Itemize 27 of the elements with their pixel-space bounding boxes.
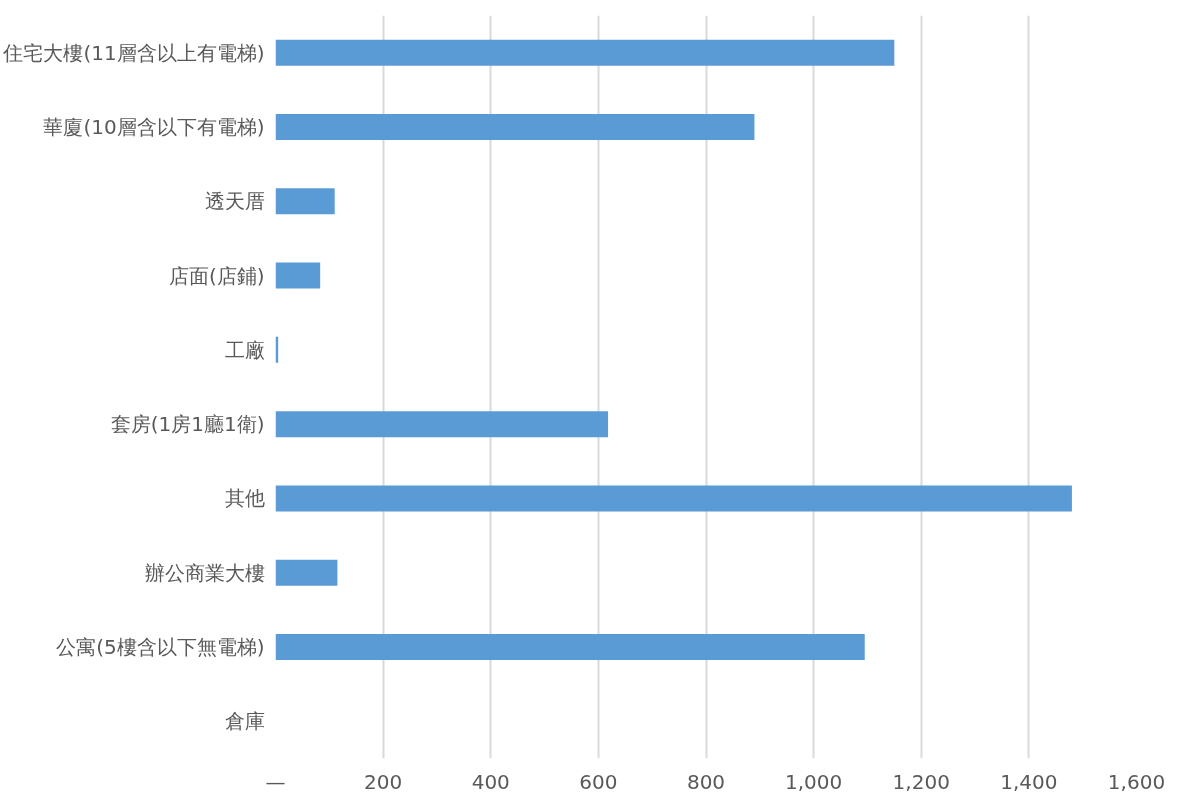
x-tick-label: 800 (686, 769, 726, 794)
bar (275, 262, 321, 289)
y-tick-label: 透天厝 (204, 189, 265, 214)
bar (275, 188, 335, 215)
x-tick-label: 1,000 (785, 769, 843, 794)
bar (275, 411, 609, 438)
x-tick-label: 200 (364, 769, 403, 794)
y-tick-label: 公寓(5樓含以下無電梯) (56, 635, 265, 660)
x-tick-label: 1,200 (892, 769, 950, 794)
x-tick-label: 600 (579, 769, 618, 794)
bar (275, 634, 865, 661)
bar (275, 485, 1072, 512)
bar (275, 113, 755, 140)
x-tick-label: 400 (471, 769, 510, 794)
y-tick-label: 工廠 (224, 337, 265, 362)
x-tick-label: 1,600 (1107, 769, 1166, 794)
x-tick-label: 1,400 (1000, 769, 1058, 794)
x-tick-label: — (265, 769, 286, 794)
y-tick-label: 套房(1房1廳1衛) (110, 412, 265, 437)
y-tick-label: 華廈(10層含以下有電梯) (43, 114, 265, 139)
y-tick-label: 店面(店鋪) (168, 263, 265, 288)
y-tick-label: 辦公商業大樓 (144, 560, 265, 585)
bar (275, 559, 338, 586)
y-tick-label: 其他 (224, 486, 265, 511)
bar (275, 39, 895, 66)
y-tick-label: 倉庫 (224, 709, 265, 734)
y-tick-label: 住宅大樓(11層含以上有電梯) (2, 40, 265, 65)
